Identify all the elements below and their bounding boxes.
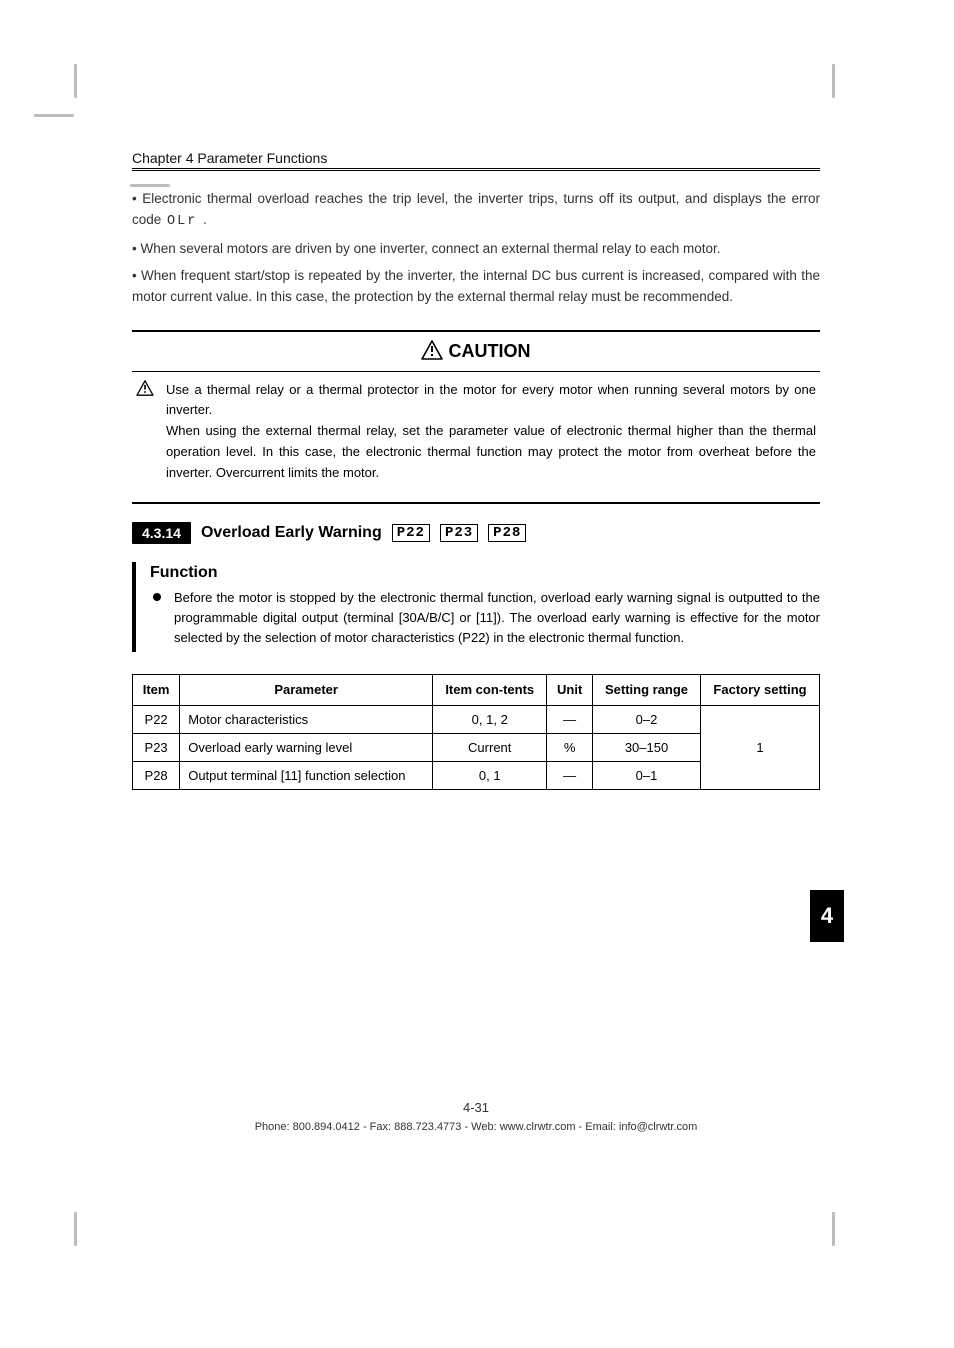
cell-unit: % xyxy=(547,733,593,761)
cell-param: Overload early warning level xyxy=(180,733,433,761)
crop-mark xyxy=(832,64,835,98)
section-title: Overload Early Warning xyxy=(201,524,382,542)
col-factory: Factory setting xyxy=(701,675,820,706)
cell-contents: 0, 1, 2 xyxy=(433,705,547,733)
cell-unit: — xyxy=(547,705,593,733)
cell-item: P22 xyxy=(133,705,180,733)
param-chip: P22 xyxy=(392,524,430,542)
param-chip: P23 xyxy=(440,524,478,542)
section-number-pill: 4.3.14 xyxy=(132,522,191,544)
footer-contact: Phone: 800.894.0412 - Fax: 888.723.4773 … xyxy=(255,1121,698,1133)
cell-contents: Current xyxy=(433,733,547,761)
function-box: Function Before the motor is stopped by … xyxy=(132,562,820,652)
cell-factory: 1 xyxy=(701,705,820,789)
intro-paragraphs: • Electronic thermal overload reaches th… xyxy=(132,189,820,308)
crop-mark xyxy=(74,1212,77,1246)
table-row: P22 Motor characteristics 0, 1, 2 — 0–2 … xyxy=(133,705,820,733)
lcd-code: OLr xyxy=(165,212,199,233)
caution-body: Use a thermal relay or a thermal protect… xyxy=(132,372,820,504)
col-contents: Item con-tents xyxy=(433,675,547,706)
caution-title: CAUTION xyxy=(449,341,531,361)
crop-mark xyxy=(34,114,74,117)
header-rule xyxy=(132,168,820,171)
paragraph-3: • When frequent start/stop is repeated b… xyxy=(132,266,820,308)
page-content: Chapter 4 Parameter Functions • Electron… xyxy=(132,150,820,790)
cell-item: P28 xyxy=(133,761,180,789)
caution-main: When using the external thermal relay, s… xyxy=(166,423,816,480)
function-label: Function xyxy=(150,564,820,582)
caution-title-row: CAUTION xyxy=(132,332,820,372)
caution-box: CAUTION Use a thermal relay or a thermal… xyxy=(132,330,820,504)
cell-contents: 0, 1 xyxy=(433,761,547,789)
cell-unit: — xyxy=(547,761,593,789)
caution-prefix: Use a thermal relay or a thermal protect… xyxy=(166,382,816,418)
p1-prefix: • Electronic thermal overload reaches th… xyxy=(132,191,820,227)
page-footer: 4-31 Phone: 800.894.0412 - Fax: 888.723.… xyxy=(132,1100,820,1133)
cell-range: 30–150 xyxy=(593,733,701,761)
p1-suffix: . xyxy=(203,212,207,227)
function-row: Before the motor is stopped by the elect… xyxy=(150,588,820,648)
function-text: Before the motor is stopped by the elect… xyxy=(174,588,820,648)
col-param: Parameter xyxy=(180,675,433,706)
cell-param: Motor characteristics xyxy=(180,705,433,733)
crop-mark xyxy=(74,64,77,98)
params-table: Item Parameter Item con-tents Unit Setti… xyxy=(132,674,820,790)
crop-mark xyxy=(832,1212,835,1246)
bullet-icon xyxy=(150,588,164,608)
section-header: 4.3.14 Overload Early Warning P22 P23 P2… xyxy=(132,522,820,544)
table-header-row: Item Parameter Item con-tents Unit Setti… xyxy=(133,675,820,706)
warning-icon xyxy=(421,340,443,365)
param-chip: P28 xyxy=(488,524,526,542)
cell-item: P23 xyxy=(133,733,180,761)
cell-range: 0–2 xyxy=(593,705,701,733)
paragraph-1: • Electronic thermal overload reaches th… xyxy=(132,189,820,233)
running-head: Chapter 4 Parameter Functions xyxy=(132,150,820,166)
caution-text: Use a thermal relay or a thermal protect… xyxy=(166,380,816,484)
col-unit: Unit xyxy=(547,675,593,706)
page-number: 4-31 xyxy=(132,1100,820,1115)
col-item: Item xyxy=(133,675,180,706)
col-range: Setting range xyxy=(593,675,701,706)
cell-param: Output terminal [11] function selection xyxy=(180,761,433,789)
warning-icon xyxy=(136,380,158,484)
cell-range: 0–1 xyxy=(593,761,701,789)
paragraph-2: • When several motors are driven by one … xyxy=(132,239,820,260)
chapter-tab: 4 xyxy=(810,890,844,942)
